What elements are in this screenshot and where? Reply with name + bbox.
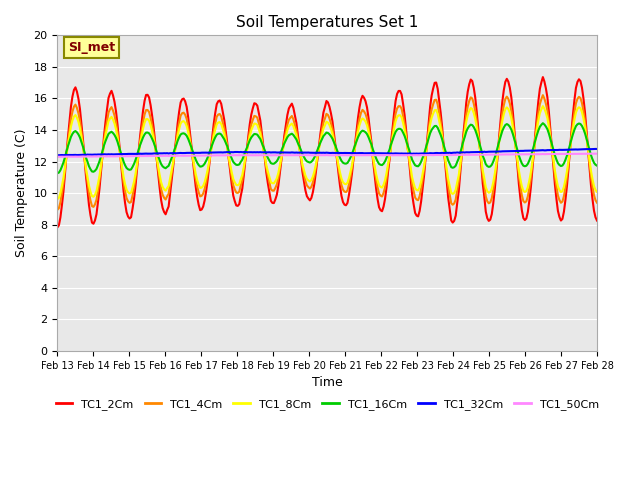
TC1_32Cm [243, 149, 251, 155]
Line: TC1_2Cm: TC1_2Cm [58, 77, 597, 228]
TC1_50Cm [243, 152, 251, 158]
Line: TC1_16Cm: TC1_16Cm [58, 123, 597, 173]
TC1_4Cm [564, 161, 572, 167]
TC1_4Cm [593, 200, 601, 205]
TC1_16Cm [232, 162, 240, 168]
Text: SI_met: SI_met [68, 41, 115, 54]
TC1_4Cm [54, 207, 61, 213]
TC1_32Cm [216, 149, 223, 155]
TC1_50Cm [593, 151, 601, 156]
TC1_32Cm [234, 149, 242, 155]
TC1_2Cm [214, 98, 222, 104]
TC1_16Cm [289, 132, 297, 138]
TC1_2Cm [120, 188, 127, 193]
Line: TC1_4Cm: TC1_4Cm [58, 95, 597, 210]
TC1_32Cm [591, 146, 599, 152]
TC1_16Cm [54, 170, 61, 176]
TC1_50Cm [216, 153, 223, 158]
TC1_2Cm [539, 74, 547, 80]
TC1_50Cm [54, 154, 61, 160]
TC1_4Cm [539, 92, 547, 98]
TC1_2Cm [241, 158, 249, 164]
TC1_8Cm [539, 103, 547, 109]
TC1_4Cm [289, 116, 297, 122]
Line: TC1_8Cm: TC1_8Cm [58, 106, 597, 199]
TC1_2Cm [289, 105, 297, 111]
TC1_2Cm [54, 225, 61, 230]
TC1_8Cm [120, 174, 127, 180]
TC1_16Cm [539, 120, 547, 126]
TC1_4Cm [214, 112, 222, 118]
TC1_50Cm [291, 153, 299, 158]
TC1_32Cm [291, 150, 299, 156]
TC1_8Cm [214, 120, 222, 125]
TC1_8Cm [593, 189, 601, 195]
X-axis label: Time: Time [312, 376, 342, 389]
TC1_50Cm [234, 152, 242, 158]
TC1_4Cm [232, 190, 240, 195]
TC1_8Cm [232, 182, 240, 188]
TC1_2Cm [232, 203, 240, 208]
Title: Soil Temperatures Set 1: Soil Temperatures Set 1 [236, 15, 419, 30]
TC1_50Cm [55, 154, 63, 160]
TC1_50Cm [591, 151, 599, 156]
Line: TC1_50Cm: TC1_50Cm [58, 154, 597, 157]
Legend: TC1_2Cm, TC1_4Cm, TC1_8Cm, TC1_16Cm, TC1_32Cm, TC1_50Cm: TC1_2Cm, TC1_4Cm, TC1_8Cm, TC1_16Cm, TC1… [51, 395, 604, 415]
Line: TC1_32Cm: TC1_32Cm [58, 149, 597, 155]
TC1_16Cm [214, 131, 222, 137]
TC1_8Cm [241, 156, 249, 161]
TC1_2Cm [564, 167, 572, 172]
TC1_32Cm [55, 152, 63, 158]
TC1_50Cm [121, 154, 129, 159]
TC1_32Cm [593, 146, 601, 152]
Y-axis label: Soil Temperature (C): Soil Temperature (C) [15, 129, 28, 257]
TC1_16Cm [564, 148, 572, 154]
TC1_4Cm [120, 179, 127, 185]
TC1_32Cm [564, 147, 572, 153]
TC1_50Cm [564, 151, 572, 157]
TC1_32Cm [121, 151, 129, 157]
TC1_32Cm [54, 152, 61, 158]
TC1_16Cm [241, 149, 249, 155]
TC1_16Cm [120, 159, 127, 165]
TC1_8Cm [564, 158, 572, 164]
TC1_8Cm [54, 196, 61, 202]
TC1_16Cm [593, 163, 601, 168]
TC1_4Cm [241, 156, 249, 162]
TC1_8Cm [289, 123, 297, 129]
TC1_2Cm [593, 217, 601, 223]
